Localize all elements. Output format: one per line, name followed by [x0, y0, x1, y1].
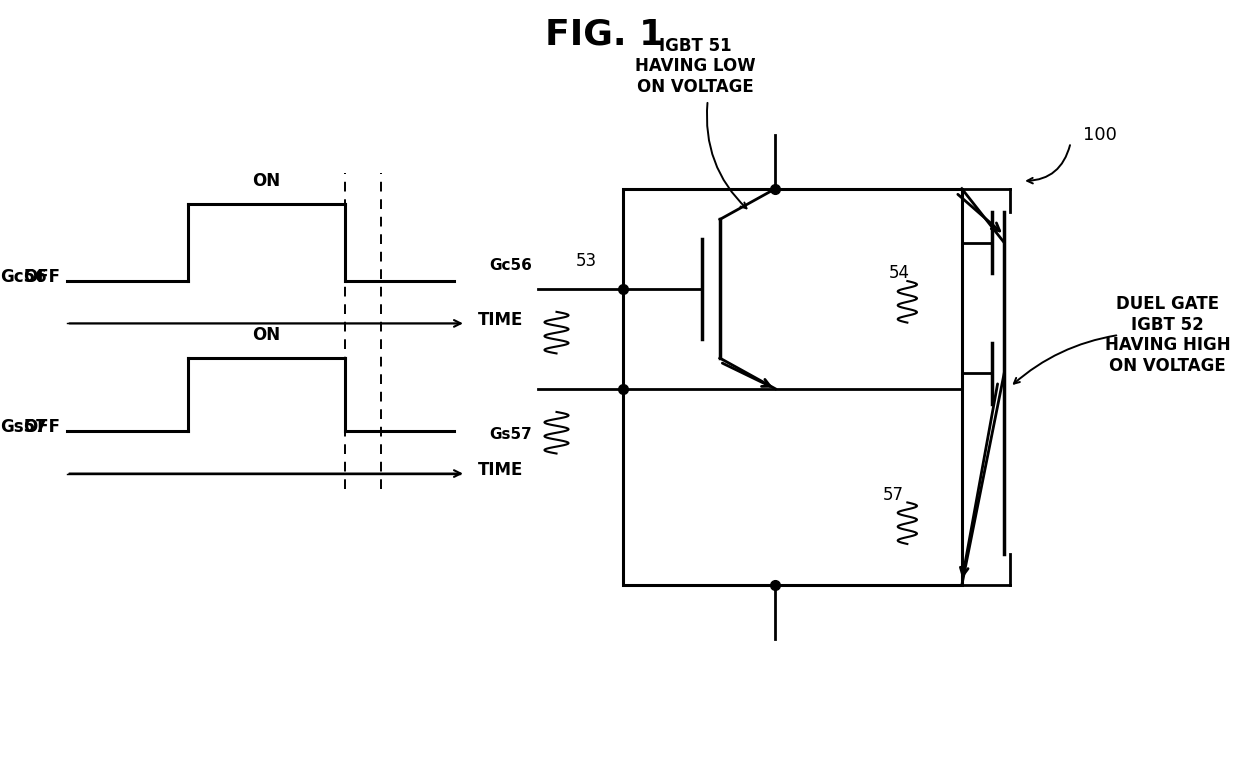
Text: 100: 100: [1083, 126, 1116, 144]
Text: ON: ON: [252, 172, 280, 190]
Text: TIME: TIME: [478, 460, 523, 479]
Text: ON: ON: [252, 326, 280, 344]
Text: Gs57: Gs57: [0, 418, 47, 437]
Text: OFF: OFF: [24, 418, 61, 437]
Text: 54: 54: [890, 264, 911, 283]
Text: 57: 57: [883, 486, 904, 504]
Bar: [623, 189, 961, 585]
Text: DUEL GATE
IGBT 52
HAVING HIGH
ON VOLTAGE: DUEL GATE IGBT 52 HAVING HIGH ON VOLTAGE: [1105, 295, 1230, 375]
Text: TIME: TIME: [478, 310, 523, 329]
Text: Gs57: Gs57: [489, 427, 533, 442]
Text: 53: 53: [576, 252, 597, 270]
Text: Gc56: Gc56: [0, 268, 47, 286]
Text: IGBT 51
HAVING LOW
ON VOLTAGE: IGBT 51 HAVING LOW ON VOLTAGE: [636, 37, 756, 96]
Text: Gc56: Gc56: [489, 259, 533, 273]
Text: OFF: OFF: [24, 268, 61, 286]
Text: FIG. 1: FIG. 1: [545, 18, 664, 52]
